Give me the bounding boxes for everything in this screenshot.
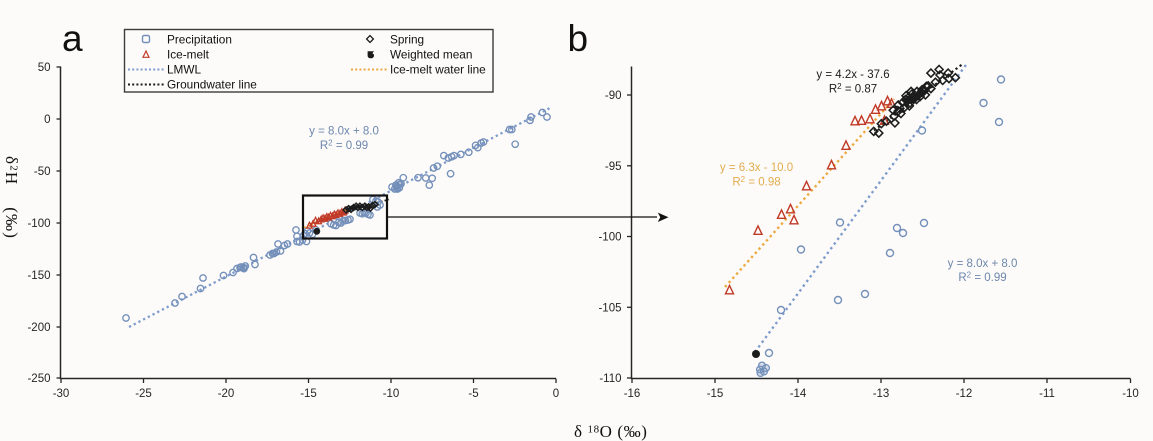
- svg-text:R2 = 0.87: R2 = 0.87: [829, 82, 877, 96]
- svg-text:-110: -110: [599, 373, 621, 385]
- svg-text:-13: -13: [873, 388, 890, 400]
- svg-text:R2 = 0.99: R2 = 0.99: [320, 139, 368, 153]
- svg-text:-12: -12: [956, 388, 973, 400]
- svg-text:-14: -14: [790, 388, 807, 400]
- svg-text:y = 6.3x - 10.0: y = 6.3x - 10.0: [720, 162, 793, 174]
- svg-text:LMWL: LMWL: [167, 63, 202, 77]
- svg-text:0: 0: [44, 114, 50, 126]
- svg-text:Spring: Spring: [390, 33, 424, 47]
- svg-text:-10: -10: [1122, 388, 1139, 400]
- svg-text:-150: -150: [27, 270, 50, 282]
- svg-text:Groundwater line: Groundwater line: [167, 78, 257, 92]
- svg-text:-100: -100: [598, 232, 621, 244]
- svg-text:-200: -200: [27, 322, 50, 334]
- svg-text:-5: -5: [468, 388, 478, 400]
- svg-text:-100: -100: [27, 218, 50, 230]
- svg-text:y = 4.2x - 37.6: y = 4.2x - 37.6: [816, 69, 889, 81]
- svg-text:Ice-melt water line: Ice-melt water line: [390, 63, 486, 77]
- svg-text:Ice-melt: Ice-melt: [167, 48, 210, 62]
- svg-text:-16: -16: [624, 388, 641, 400]
- svg-text:-105: -105: [598, 302, 621, 314]
- svg-text:0: 0: [553, 388, 559, 400]
- svg-text:-25: -25: [135, 388, 152, 400]
- svg-text:-15: -15: [300, 388, 317, 400]
- svg-text:-11: -11: [1039, 388, 1055, 400]
- svg-text:-10: -10: [383, 388, 400, 400]
- svg-text:R2 = 0.99: R2 = 0.99: [958, 271, 1006, 285]
- svg-text:Weighted mean: Weighted mean: [390, 48, 472, 62]
- svg-text:y = 8.0x + 8.0: y = 8.0x + 8.0: [309, 126, 379, 138]
- svg-text:-95: -95: [605, 161, 622, 173]
- svg-text:δ 18O (‰): δ 18O (‰): [574, 422, 648, 441]
- svg-text:y = 8.0x + 8.0: y = 8.0x + 8.0: [948, 258, 1018, 270]
- svg-text:a: a: [62, 18, 83, 59]
- svg-text:-15: -15: [707, 388, 724, 400]
- svg-text:-20: -20: [218, 388, 235, 400]
- svg-text:50: 50: [38, 62, 51, 74]
- svg-text:-90: -90: [605, 90, 622, 102]
- svg-text:R2 = 0.98: R2 = 0.98: [732, 175, 780, 189]
- svg-text:δ2H (‰): δ2H (‰): [2, 156, 21, 239]
- svg-text:b: b: [568, 18, 589, 59]
- svg-text:-250: -250: [27, 373, 50, 385]
- svg-text:-30: -30: [53, 388, 70, 400]
- svg-text:-50: -50: [34, 166, 51, 178]
- svg-text:Precipitation: Precipitation: [167, 33, 232, 47]
